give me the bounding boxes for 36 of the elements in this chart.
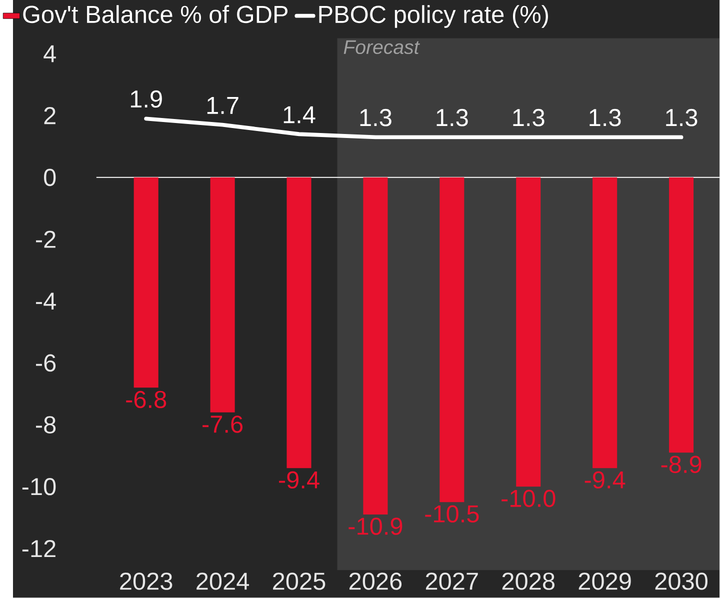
x-tick-label: 2029 <box>578 572 631 590</box>
y-tick-label: -4 <box>36 292 56 310</box>
data-label: -9.4 <box>279 471 320 489</box>
legend-label: Gov't Balance % of GDP <box>23 5 288 24</box>
data-label: 1.3 <box>513 108 544 126</box>
data-label: 1.3 <box>436 108 468 126</box>
x-tick-label: 2025 <box>273 572 326 590</box>
data-label: 1.4 <box>284 106 316 124</box>
data-label: -9.4 <box>584 471 626 489</box>
y-tick-label: 4 <box>44 45 56 62</box>
x-tick-label: 2024 <box>196 572 250 590</box>
y-tick-label: 2 <box>44 107 56 124</box>
y-tick-label: -6 <box>36 354 56 372</box>
y-tick-label: -8 <box>36 416 56 434</box>
legend-label: PBOC policy rate (%) <box>319 5 548 28</box>
data-label: -7.6 <box>202 416 243 433</box>
data-label: -10.5 <box>425 505 479 523</box>
x-tick-label: 2026 <box>350 572 402 590</box>
y-tick-label: 0 <box>44 168 56 186</box>
x-tick-label: 2030 <box>655 572 708 590</box>
x-tick-label: 2028 <box>502 572 554 590</box>
data-label: 1.7 <box>207 97 238 114</box>
data-label: -10.0 <box>502 490 556 508</box>
x-tick-label: 2027 <box>426 572 478 590</box>
data-label: 1.3 <box>666 108 698 126</box>
data-label: 1.9 <box>130 90 162 108</box>
data-label: 1.3 <box>590 108 621 126</box>
data-label: -10.9 <box>348 518 402 535</box>
x-tick-label: 2023 <box>120 572 172 590</box>
y-tick-label: -12 <box>22 540 56 557</box>
y-tick-label: -2 <box>36 230 56 248</box>
data-label: -6.8 <box>126 390 166 408</box>
data-label: 1.3 <box>360 108 392 126</box>
data-label: -8.9 <box>661 456 702 474</box>
y-tick-label: -10 <box>22 478 56 496</box>
band-label: Forecast <box>344 40 420 54</box>
